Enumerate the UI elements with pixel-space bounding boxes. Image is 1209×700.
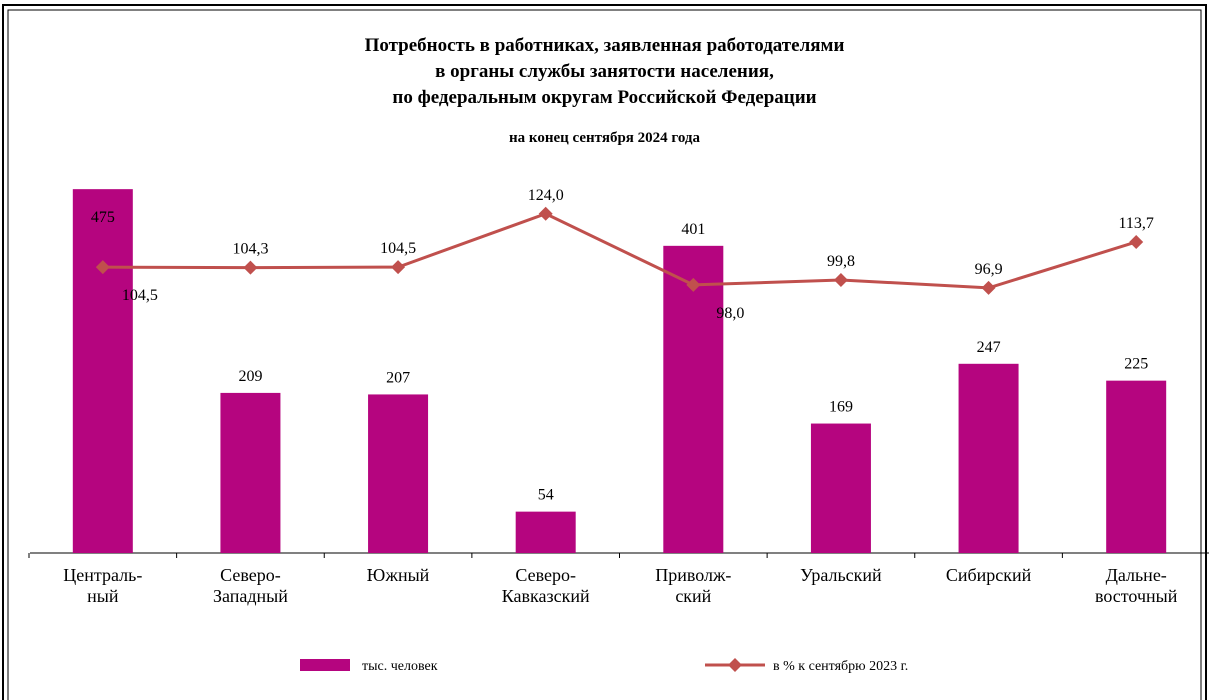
line-value-label: 96,9	[975, 261, 1003, 278]
legend-swatch	[300, 659, 350, 671]
bar-value-label: 225	[1124, 356, 1148, 373]
line-marker	[391, 260, 406, 275]
bar	[220, 392, 281, 553]
line-value-label: 104,3	[232, 241, 268, 258]
bar	[663, 245, 724, 554]
bar	[958, 363, 1019, 553]
line-marker	[95, 260, 110, 275]
line-marker	[981, 280, 996, 295]
x-tick-label: Сибирский	[945, 565, 1032, 585]
bar	[368, 394, 429, 553]
line-value-label: 98,0	[716, 305, 744, 322]
x-tick-label: Дальне- восточный	[1094, 565, 1178, 606]
x-tick-label: Северо- Западный	[212, 565, 288, 606]
line-value-label: 99,8	[827, 253, 855, 270]
line-value-label: 104,5	[122, 287, 158, 304]
bar-value-label: 169	[829, 399, 853, 416]
line-marker	[538, 206, 553, 221]
legend-label: тыс. человек	[362, 659, 438, 674]
frame	[2, 4, 1207, 700]
x-tick-label: Уральский	[800, 565, 882, 585]
line-value-label: 113,7	[1118, 215, 1153, 232]
bar-value-label: 247	[977, 339, 1001, 356]
line-value-label: 124,0	[528, 187, 564, 204]
x-tick-label: Приволж- ский	[655, 565, 732, 606]
line-value-label: 104,5	[380, 240, 416, 257]
bar-value-label: 54	[538, 487, 554, 504]
bar	[72, 189, 133, 553]
line-marker	[243, 260, 258, 275]
line-marker	[833, 272, 848, 287]
bar	[515, 511, 576, 553]
bar-value-label: 401	[681, 221, 705, 238]
x-tick-label: Централь- ный	[63, 565, 143, 606]
line-marker	[686, 277, 701, 292]
line	[102, 212, 1137, 290]
bar-value-label: 475	[91, 209, 115, 226]
chart-subtitle: на конец сентября 2024 года	[508, 130, 700, 146]
bar-value-label: 207	[386, 369, 410, 386]
bar	[1106, 380, 1167, 553]
line-marker	[1129, 234, 1144, 249]
bar-value-label: 209	[238, 368, 262, 385]
bar	[810, 423, 871, 553]
legend-marker	[728, 658, 742, 672]
frame-inner	[7, 9, 1202, 700]
chart-title: Потребность в работниках, заявленная раб…	[364, 35, 845, 108]
x-tick-label: Южный	[366, 565, 430, 585]
x-tick-label: Северо- Кавказский	[501, 565, 590, 606]
legend-label: в % к сентябрю 2023 г.	[773, 659, 908, 674]
